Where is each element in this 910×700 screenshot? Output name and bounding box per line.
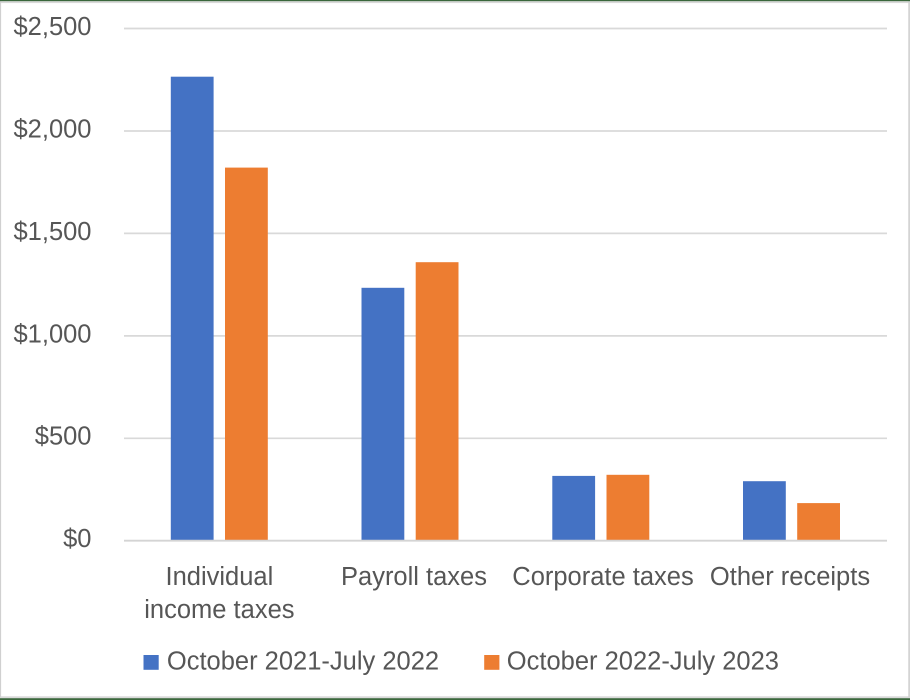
svg-text:$1,500: $1,500 <box>14 218 92 246</box>
svg-text:October 2022-July 2023: October 2022-July 2023 <box>507 648 779 676</box>
svg-text:income taxes: income taxes <box>144 596 294 624</box>
svg-text:$2,500: $2,500 <box>14 13 92 41</box>
svg-text:October 2021-July 2022: October 2021-July 2022 <box>167 648 439 676</box>
svg-text:Other receipts: Other receipts <box>710 563 870 591</box>
svg-text:$2,000: $2,000 <box>14 115 92 143</box>
svg-text:$0: $0 <box>63 525 91 553</box>
svg-text:Corporate taxes: Corporate taxes <box>512 563 693 591</box>
svg-text:$500: $500 <box>35 423 92 451</box>
svg-text:Payroll taxes: Payroll taxes <box>341 563 487 591</box>
svg-text:$1,000: $1,000 <box>14 320 92 348</box>
svg-text:Individual: Individual <box>166 563 274 591</box>
